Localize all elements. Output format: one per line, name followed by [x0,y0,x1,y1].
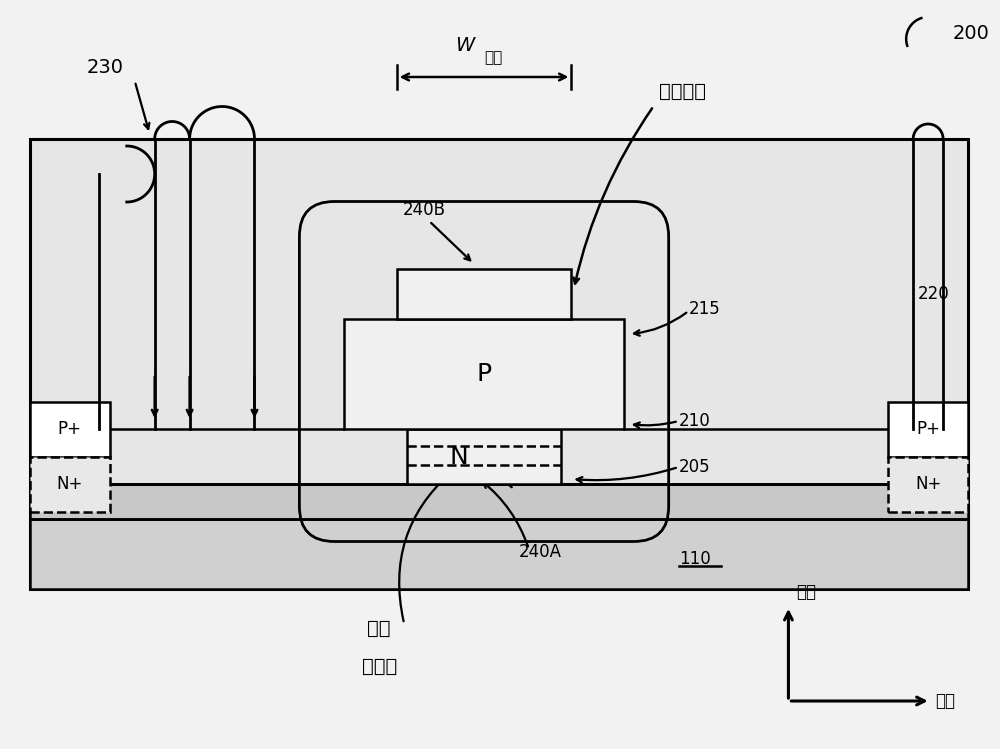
Bar [30,139,968,589]
Text: 210: 210 [679,412,710,430]
Bar [30,456,110,512]
Text: 220: 220 [918,285,950,303]
Text: 调制区: 调制区 [362,657,397,676]
Text: P: P [476,362,492,386]
Text: P+: P+ [58,420,82,438]
Bar [344,319,624,429]
Text: N+: N+ [915,475,941,493]
Text: W: W [455,36,474,55]
Text: N+: N+ [57,475,83,493]
Text: 225: 225 [893,430,925,448]
Bar [30,401,110,456]
Text: N: N [450,444,468,469]
Text: 200: 200 [953,24,990,43]
Text: 110: 110 [679,550,710,568]
Text: 宽度: 宽度 [936,692,956,710]
Bar [397,269,571,319]
Text: 240A: 240A [519,543,562,561]
Bar [30,484,968,519]
Bar [888,401,968,456]
Text: 电荷: 电荷 [367,619,391,638]
Bar [30,519,968,589]
Text: 厚度: 厚度 [796,583,816,601]
Text: P+: P+ [916,420,940,438]
Text: 有源: 有源 [484,50,502,65]
Bar [407,429,561,484]
Text: 230: 230 [86,58,123,77]
Text: 光学模式: 光学模式 [659,82,706,100]
Text: 240B: 240B [403,201,446,219]
Bar [888,456,968,512]
Text: 215: 215 [689,300,720,318]
Text: 205: 205 [679,458,710,476]
